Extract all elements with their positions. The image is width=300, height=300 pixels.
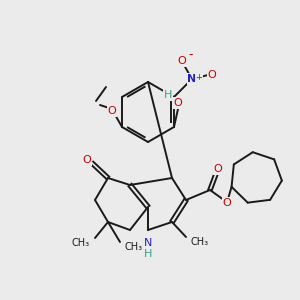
- Text: O: O: [178, 56, 186, 66]
- Text: CH₃: CH₃: [72, 238, 90, 248]
- Text: H: H: [144, 249, 152, 259]
- Text: N: N: [188, 74, 196, 84]
- Text: -: -: [189, 49, 193, 62]
- Text: O: O: [174, 98, 182, 108]
- Text: N: N: [144, 238, 152, 248]
- Text: CH₃: CH₃: [125, 242, 143, 252]
- Text: CH₃: CH₃: [191, 237, 209, 247]
- Text: +: +: [196, 74, 202, 82]
- Text: H: H: [164, 90, 172, 100]
- Text: O: O: [214, 164, 222, 174]
- Text: O: O: [208, 70, 216, 80]
- Text: O: O: [223, 198, 231, 208]
- Text: O: O: [108, 106, 116, 116]
- Text: O: O: [82, 155, 91, 165]
